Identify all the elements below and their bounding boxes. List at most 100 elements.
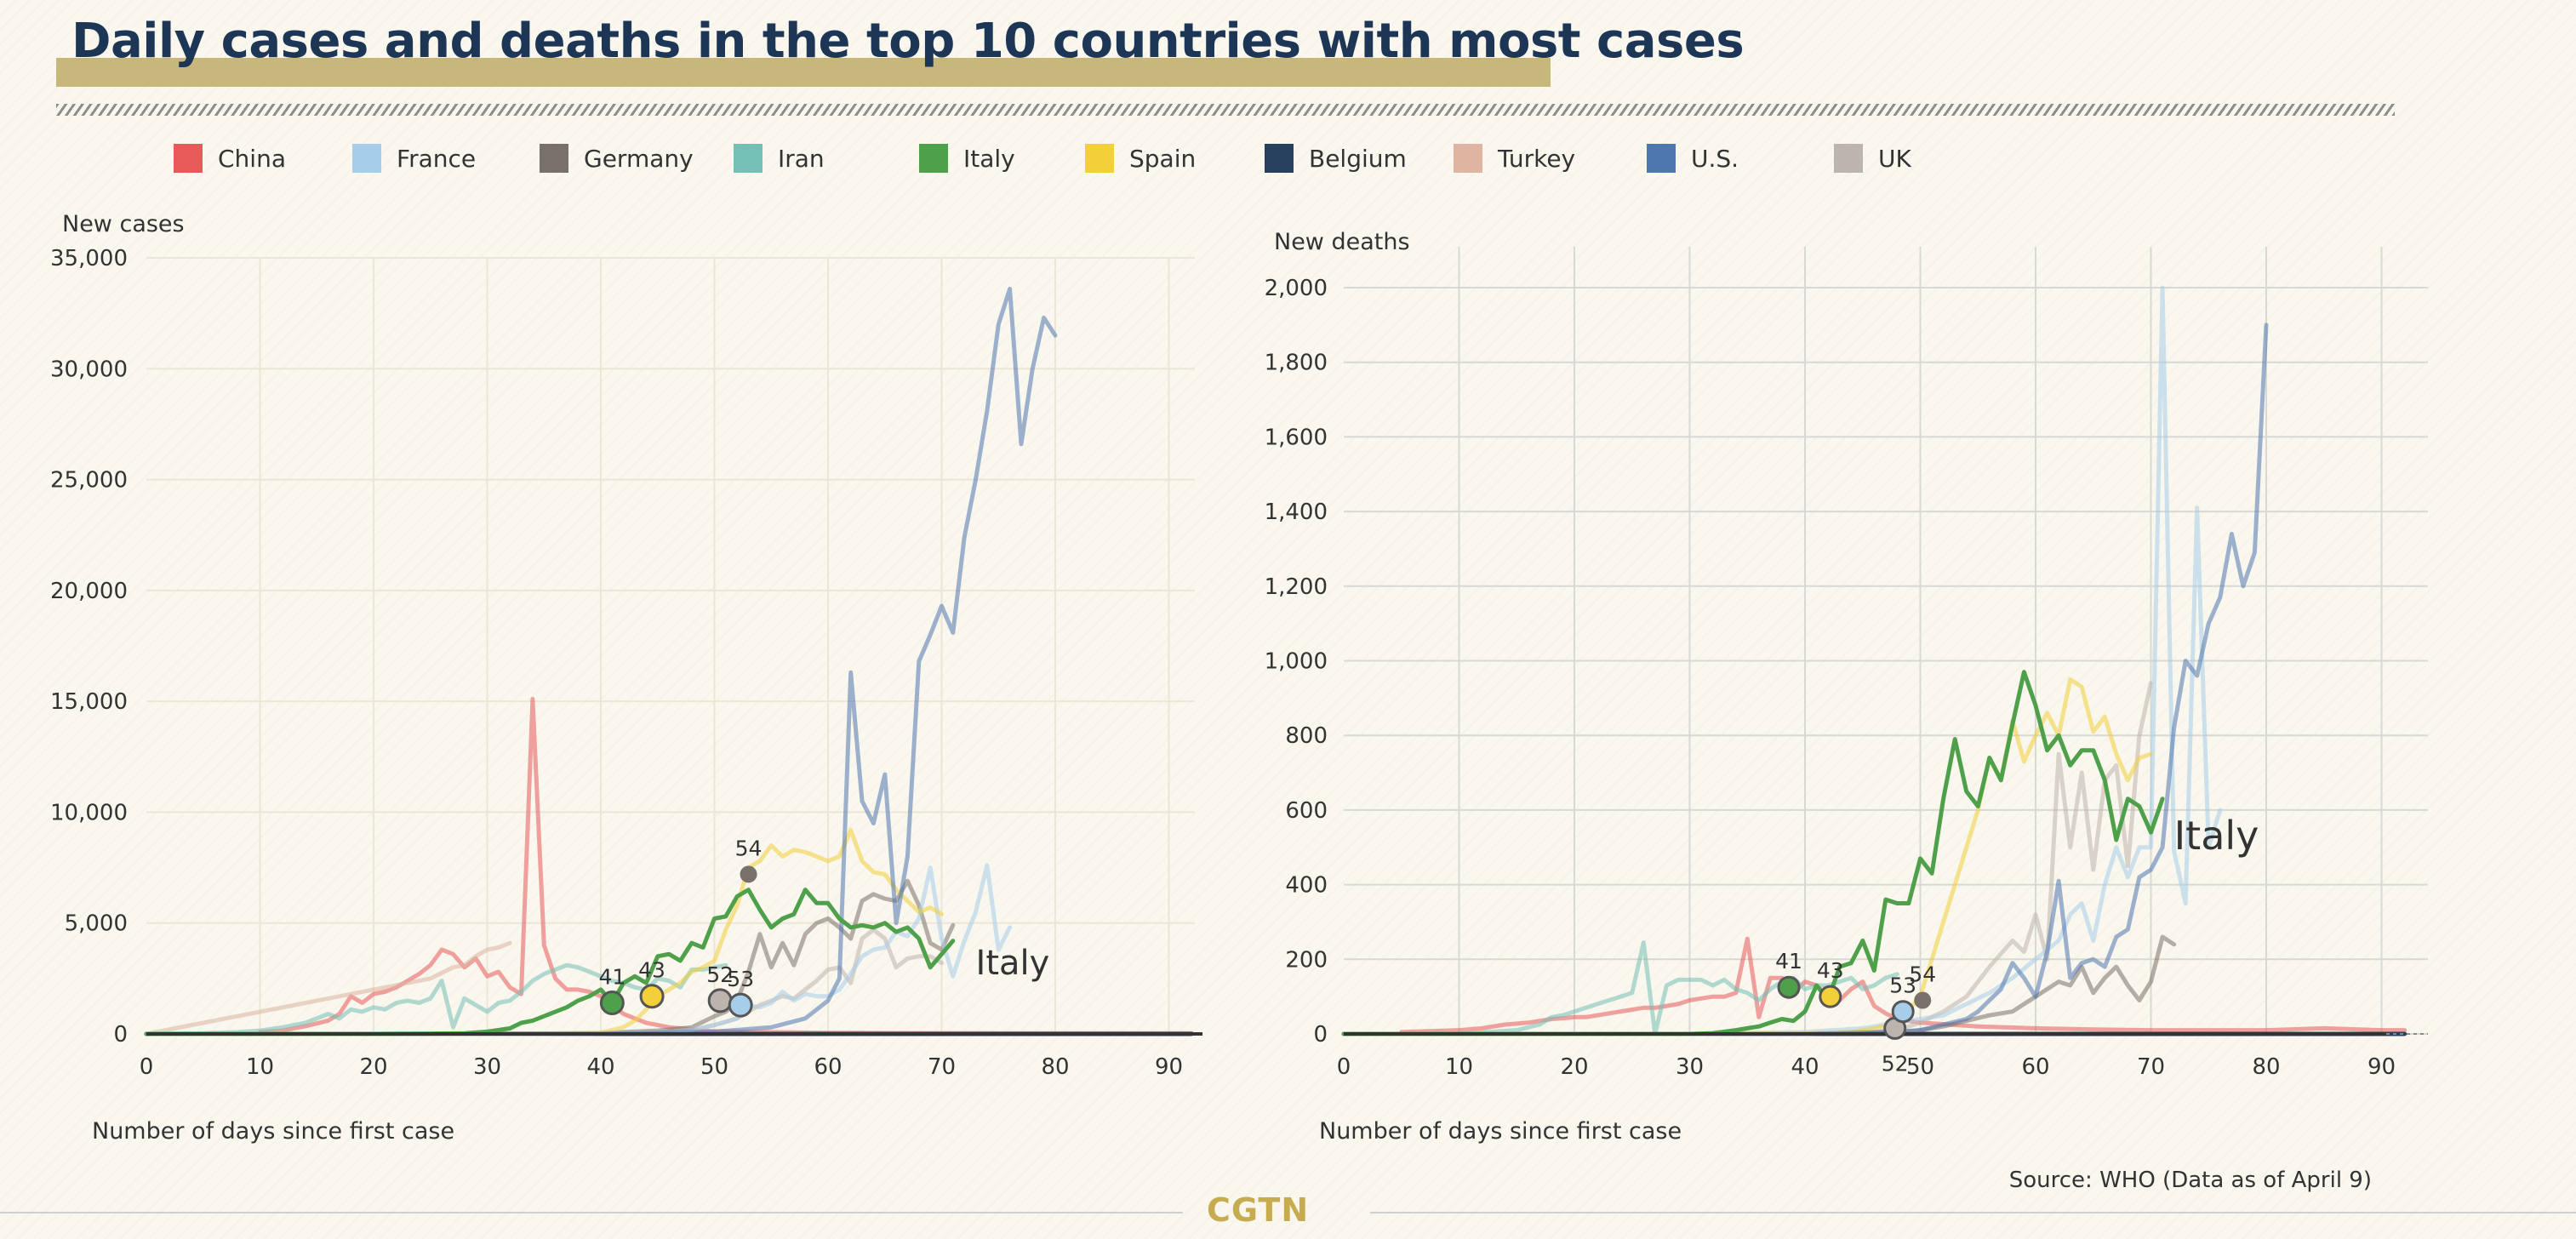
x-tick-label: 20 [1560, 1054, 1588, 1080]
legend-label: Iran [778, 144, 825, 173]
day-marker-germany [1914, 991, 1932, 1009]
y-tick-label: 400 [1285, 873, 1328, 899]
x-tick-label: 10 [246, 1054, 274, 1080]
x-tick-label: 0 [140, 1054, 154, 1080]
day-marker-label: 43 [1817, 958, 1844, 983]
legend-swatch [1454, 144, 1482, 173]
y-tick-label: 25,000 [50, 468, 128, 494]
x-tick-label: 90 [2368, 1054, 2396, 1080]
footer-divider-left [0, 1212, 1183, 1213]
legend-item-china: China [174, 140, 286, 177]
day-marker-spain [1819, 985, 1842, 1008]
legend-swatch [352, 144, 381, 173]
series-line-uk [1341, 681, 2153, 1036]
x-tick-label: 90 [1155, 1054, 1183, 1080]
decorative-hatch-divider [56, 104, 2395, 116]
legend-label: Germany [584, 144, 694, 173]
day-marker-france [1891, 1000, 1915, 1024]
legend-item-uk: UK [1834, 140, 1911, 177]
legend-swatch [1647, 144, 1676, 173]
y-axis-label: New deaths [1274, 229, 1410, 255]
day-marker-label: 53 [727, 967, 754, 991]
highlight-label-italy: Italy [976, 944, 1050, 983]
legend-item-turkey: Turkey [1454, 140, 1575, 177]
x-tick-label: 70 [2137, 1054, 2165, 1080]
y-tick-label: 1,000 [1265, 649, 1328, 675]
y-tick-label: 600 [1285, 798, 1328, 824]
series-line-spain [1341, 677, 2153, 1036]
chart-panel-cases: 0 5,000 10,000 15,000 20,000 25,000 30,000 35,0… [50, 211, 1202, 1145]
legend-item-us: U.S. [1647, 140, 1739, 177]
chart-panel-deaths: 02004006008001,0001,2001,4001,6001,8002,… [1265, 229, 2428, 1145]
day-marker-uk [707, 988, 733, 1013]
day-marker-spain [639, 984, 665, 1009]
x-tick-label: 0 [1337, 1054, 1351, 1080]
y-tick-label: 0 [113, 1022, 128, 1048]
legend-swatch [1085, 144, 1114, 173]
y-tick-label: 10,000 [50, 800, 128, 825]
x-tick-label: 30 [473, 1054, 501, 1080]
x-tick-label: 80 [2252, 1054, 2280, 1080]
chart-title: Daily cases and deaths in the top 10 cou… [71, 14, 1745, 69]
legend: China France Germany Iran Italy Spain Belgium T… [0, 140, 2576, 177]
y-tick-label: 30,000 [50, 357, 128, 382]
source-note: Source: WHO (Data as of April 9) [2008, 1168, 2372, 1193]
legend-swatch [1834, 144, 1863, 173]
legend-label: Turkey [1498, 144, 1576, 173]
x-tick-label: 40 [586, 1054, 614, 1080]
x-tick-label: 60 [2021, 1054, 2049, 1080]
legend-swatch [540, 144, 568, 173]
day-marker-label: 41 [1775, 949, 1802, 974]
series-line-turkey [144, 940, 512, 1036]
legend-item-spain: Spain [1085, 140, 1196, 177]
y-tick-label: 1,400 [1265, 500, 1328, 525]
legend-item-germany: Germany [540, 140, 694, 177]
y-tick-label: 0 [1313, 1022, 1328, 1048]
x-tick-label: 40 [1791, 1054, 1819, 1080]
highlight-label-italy: Italy [2174, 813, 2259, 859]
footer-divider-right [1370, 1212, 2576, 1213]
y-tick-label: 1,600 [1265, 425, 1328, 450]
x-tick-label: 20 [359, 1054, 387, 1080]
series-line-china [1399, 936, 2408, 1035]
x-tick-label: 80 [1041, 1054, 1069, 1080]
legend-swatch [919, 144, 948, 173]
day-marker-label: 54 [1909, 962, 1936, 987]
y-tick-label: 200 [1285, 947, 1328, 973]
y-tick-label: 800 [1285, 723, 1328, 749]
legend-swatch [174, 144, 203, 173]
legend-swatch [1265, 144, 1294, 173]
legend-label: Belgium [1309, 144, 1407, 173]
y-tick-label: 1,200 [1265, 574, 1328, 600]
series-line-us [1341, 323, 2269, 1036]
day-marker-italy [599, 991, 625, 1016]
legend-label: China [218, 144, 286, 173]
legend-label: France [397, 144, 477, 173]
y-tick-label: 5,000 [65, 911, 128, 937]
day-marker-label: 41 [598, 965, 625, 990]
legend-label: U.S. [1691, 144, 1739, 173]
legend-label: Italy [963, 144, 1015, 173]
y-tick-label: 35,000 [50, 246, 128, 271]
series-line-us [144, 287, 1058, 1036]
x-tick-label: 60 [814, 1054, 842, 1080]
day-marker-label: 54 [735, 836, 763, 860]
day-marker-label: 52 [1882, 1051, 1909, 1076]
day-marker-italy [1777, 975, 1801, 999]
legend-item-france: France [352, 140, 476, 177]
brand-logo: CGTN [1207, 1191, 1310, 1229]
legend-item-belgium: Belgium [1265, 140, 1407, 177]
y-axis-label: New cases [62, 211, 185, 237]
legend-label: UK [1878, 144, 1911, 173]
y-tick-label: 20,000 [50, 579, 128, 604]
x-axis-label: Number of days since first case [92, 1118, 454, 1145]
x-tick-label: 10 [1445, 1054, 1473, 1080]
day-marker-france [728, 992, 753, 1018]
x-tick-label: 50 [1906, 1054, 1934, 1080]
y-tick-label: 2,000 [1265, 276, 1328, 301]
legend-swatch [734, 144, 763, 173]
x-axis-label: Number of days since first case [1319, 1118, 1682, 1145]
legend-item-iran: Iran [734, 140, 825, 177]
day-marker-label: 52 [706, 962, 734, 987]
